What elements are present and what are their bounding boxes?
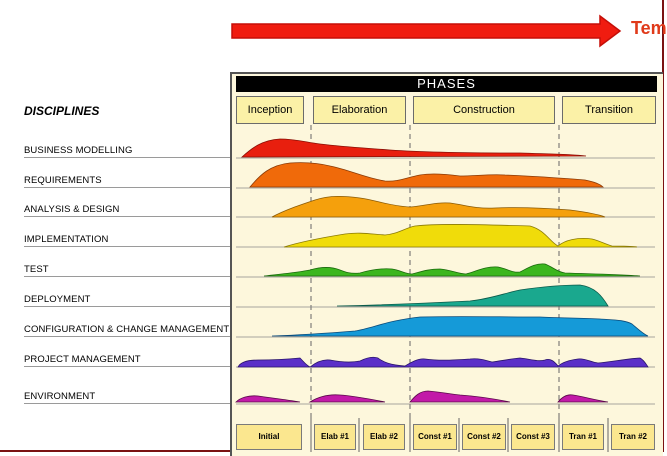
discipline-label: ENVIRONMENT [24,391,96,402]
hump-business-modelling [240,138,587,158]
discipline-label: DEPLOYMENT [24,294,91,305]
hump-environment [235,390,609,403]
phases-title: PHASES [236,76,657,92]
discipline-label: PROJECT MANAGEMENT [24,354,141,365]
discipline-label: REQUIREMENTS [24,175,102,186]
time-arrow-icon [231,14,622,48]
iteration-const-1: Const #1 [413,424,457,450]
phase-inception: Inception [236,96,304,124]
discipline-underline [24,366,236,367]
discipline-label: IMPLEMENTATION [24,234,109,245]
iteration-initial: Initial [236,424,302,450]
discipline-label: TEST [24,264,49,275]
discipline-underline [24,157,236,158]
iteration-elab-2: Elab #2 [363,424,405,450]
iteration-tran-2: Tran #2 [611,424,655,450]
hump-deployment [336,284,609,307]
iteration-const-3: Const #3 [511,424,555,450]
discipline-underline [24,276,236,277]
iteration-ticks [310,418,609,452]
phase-construction: Construction [413,96,555,124]
iteration-const-2: Const #2 [462,424,506,450]
time-label: Tem [631,18,667,38]
discipline-label: ANALYSIS & DESIGN [24,204,120,215]
discipline-underline [24,403,236,404]
discipline-label: BUSINESS MODELLING [24,145,133,156]
iteration-elab-1: Elab #1 [314,424,356,450]
hump-configuration-change [271,316,649,337]
hump-implementation [283,224,638,248]
phase-elaboration: Elaboration [313,96,406,124]
phase-transition: Transition [562,96,656,124]
iteration-tran-1: Tran #1 [562,424,604,450]
discipline-underline [24,187,236,188]
discipline-label: CONFIGURATION & CHANGE MANAGEMENT [24,324,230,335]
hump-test [263,263,641,277]
discipline-underline [24,306,236,307]
hump-requirements [249,162,604,188]
hump-analysis-design [271,195,606,218]
discipline-underline [24,336,236,337]
discipline-underline [24,216,236,217]
phase-panel [230,72,663,456]
hump-project-management [237,356,649,368]
discipline-underline [24,246,236,247]
disciplines-heading: DISCIPLINES [24,104,100,118]
